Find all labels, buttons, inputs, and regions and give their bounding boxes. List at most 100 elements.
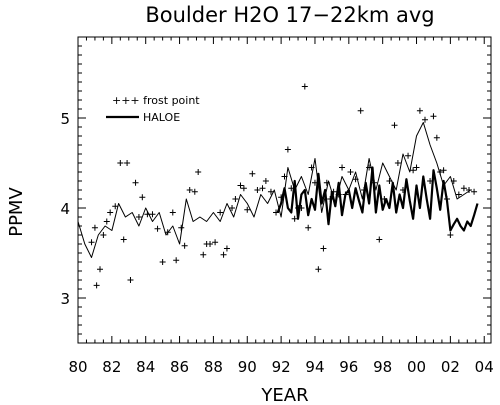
frost-point-marker [93,282,100,289]
frost-point-marker [139,194,146,201]
frost-point-marker [135,214,142,220]
frost-point-marker [443,196,450,202]
frost-point-marker [254,187,261,193]
frost-point-marker [460,185,467,192]
x-tick-label: 90 [238,358,257,376]
frost-point-marker [191,188,198,195]
x-tick-label: 82 [102,358,121,376]
frost-point-marker [339,164,346,171]
frost-point-marker [291,215,298,222]
x-tick-label: 98 [373,358,392,376]
frost-point-marker [347,169,354,175]
frost-point-marker [103,218,110,225]
legend-frost-point-label: +++ frost point [112,94,200,107]
frost-point-marker [181,242,188,249]
y-axis-label: PPMV [6,187,27,237]
x-tick-label: 94 [305,358,324,376]
frost-point-marker [124,160,131,166]
legend-haloe-label: HALOE [143,111,180,124]
frost-point-marker [178,224,185,231]
frost-point-marker [212,239,219,246]
legend: +++ frost point HALOE [106,94,200,124]
x-tick-label: 96 [339,358,358,376]
frost-point-marker [149,211,156,218]
frost-point-marker [97,266,104,273]
frost-point-marker [416,107,423,114]
frost-point-marker [288,185,295,192]
frost-point-marker [91,224,98,231]
frost-point-marker [232,196,239,202]
x-tick-label: 02 [441,358,460,376]
frost-point-marker [361,187,368,193]
frost-point-marker [430,113,437,120]
frost-point-marker [386,178,393,184]
x-tick-label: 86 [170,358,189,376]
frost-point-marker [440,167,447,174]
frost-point-marker [394,160,401,166]
frost-point-marker [455,191,462,198]
frost-point-marker [223,245,230,252]
frost-point-marker [311,179,318,186]
frost-point-marker [376,236,383,243]
y-tick-label: 4 [60,200,70,218]
frost-point-marker [335,191,342,198]
frost-point-marker [281,173,288,180]
frost-point-marker [357,107,364,114]
frost-point-marker [112,203,119,210]
frost-point-marker [327,196,334,202]
frost-point-marker [169,209,176,216]
frost-point-marker [240,185,247,192]
frost-point-marker [433,134,440,141]
frost-point-marker [229,205,236,211]
frost-point-marker [391,122,398,129]
frost-point-marker [405,152,412,159]
frost-point-smoothed-line [77,122,471,258]
frost-point-marker [427,178,434,184]
frost-point-marker [366,164,373,171]
frost-point-marker [447,232,454,238]
x-tick-label: 92 [272,358,291,376]
frost-point-marker [437,169,444,175]
chart-title: Boulder H2O 17−22km avg [145,3,434,27]
frost-point-marker [278,194,285,201]
frost-point-markers [88,83,478,289]
frost-point-marker [410,167,417,174]
frost-point-marker [399,187,406,193]
x-tick-label: 00 [407,358,426,376]
frost-point-marker [371,179,378,186]
frost-point-marker [173,257,180,264]
frost-point-marker [471,188,478,195]
frost-point-marker [330,188,337,195]
frost-point-marker [186,187,193,193]
y-tick-label: 5 [60,110,70,128]
frost-point-marker [120,236,127,243]
frost-point-marker [323,179,330,186]
frost-point-marker [305,224,312,231]
series-lines [77,122,479,258]
frost-point-marker [259,185,266,192]
frost-point-marker [220,251,227,258]
frost-point-marker [267,188,274,195]
frost-point-marker [132,179,139,186]
frost-point-marker [315,266,322,273]
frost-point-marker [200,251,207,258]
axis-ticks: 80 82 84 86 88 90 92 94 96 98 00 02 04 3 4 5 [60,36,494,376]
frost-point-marker [88,239,95,246]
frost-point-marker [342,191,349,198]
x-tick-label: 84 [136,358,155,376]
frost-point-marker [308,164,315,171]
frost-point-marker [159,259,166,265]
frost-point-marker [352,176,359,183]
frost-point-marker [207,241,214,247]
frost-point-marker [164,229,171,236]
frost-point-marker [217,209,224,216]
x-tick-label: 04 [475,358,494,376]
frost-point-marker [107,209,114,216]
frost-point-marker [154,225,161,232]
frost-point-marker [273,209,280,216]
frost-point-marker [413,164,420,171]
x-tick-label: 80 [68,358,87,376]
frost-point-marker [237,182,244,189]
frost-point-marker [100,232,107,238]
